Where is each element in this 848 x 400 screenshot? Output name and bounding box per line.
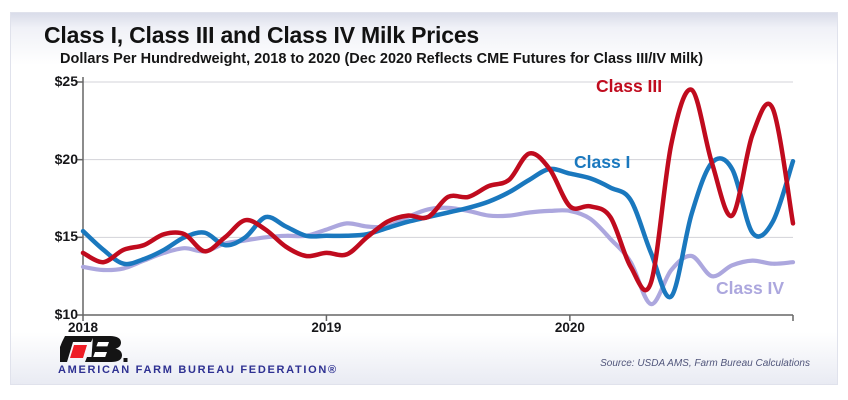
legend-class-i: Class I — [574, 152, 631, 172]
y-tick-label: $25 — [54, 73, 78, 89]
legend-class-iii: Class III — [596, 76, 663, 96]
legend-class-iv: Class IV — [716, 278, 785, 298]
footer-organization: AMERICAN FARM BUREAU FEDERATION® — [58, 364, 338, 376]
y-tick-label: $15 — [54, 228, 78, 245]
x-tick-label: 2018 — [67, 320, 99, 335]
chart-title: Class I, Class III and Class IV Milk Pri… — [44, 22, 480, 48]
y-tick-label: $20 — [54, 150, 78, 167]
slide-background — [10, 12, 838, 385]
chart-subtitle: Dollars Per Hundredweight, 2018 to 2020 … — [60, 51, 704, 67]
y-tick-label: $10 — [54, 306, 78, 322]
afbf-logo — [60, 336, 128, 362]
x-tick-label: 2019 — [311, 320, 342, 335]
x-tick-label: 2020 — [554, 320, 585, 335]
source-note: Source: USDA AMS, Farm Bureau Calculatio… — [600, 358, 810, 369]
